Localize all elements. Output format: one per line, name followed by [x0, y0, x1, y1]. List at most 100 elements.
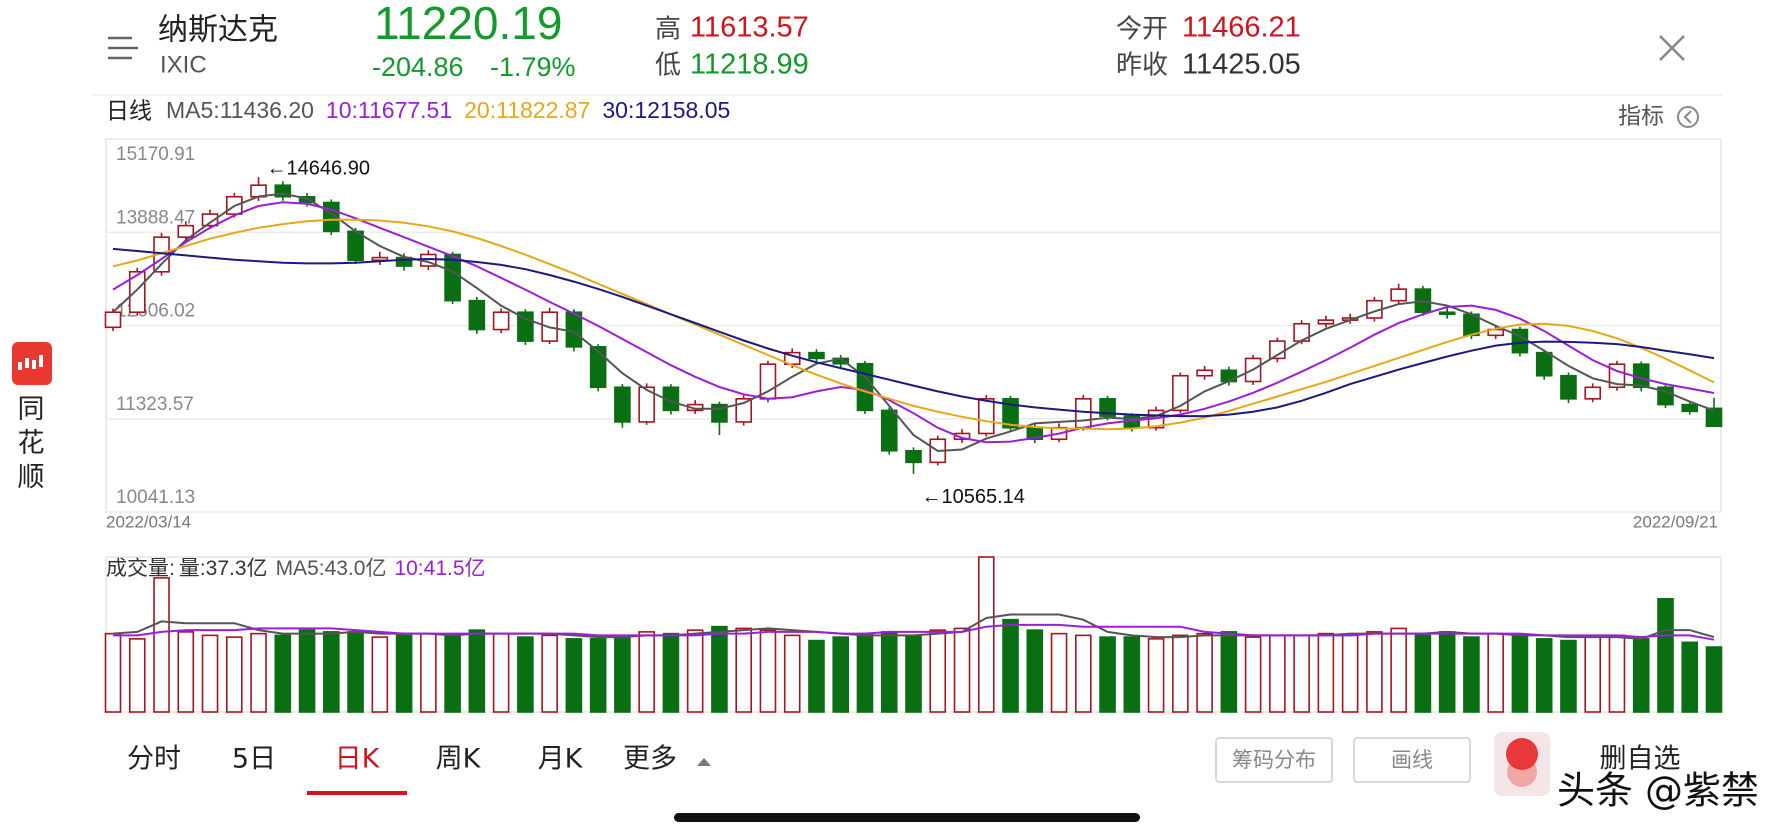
candle-body	[565, 311, 583, 348]
price: 11220.19	[374, 0, 562, 49]
volume-bar	[1341, 634, 1359, 713]
volume-bar	[274, 634, 292, 713]
candle-body	[1220, 369, 1238, 383]
candle-body	[880, 409, 898, 452]
volume-bar	[177, 631, 195, 713]
volume-ma-name: MA5:	[276, 557, 325, 580]
ma-line	[112, 613, 1715, 640]
watermark: 头条 @紫禁	[1557, 769, 1759, 813]
draw-button[interactable]	[1353, 737, 1471, 783]
volume-bar	[953, 627, 971, 713]
low: 11218.99	[690, 49, 809, 81]
volume-bar	[1147, 638, 1165, 713]
candle-body	[638, 386, 655, 423]
candle-body	[1099, 398, 1116, 417]
volume-bar	[541, 634, 558, 713]
volume-bar	[1560, 639, 1577, 713]
candle-body	[614, 386, 631, 423]
more-arrow	[697, 758, 711, 766]
candle-body	[1681, 403, 1699, 413]
volume-bar	[492, 632, 510, 713]
volume-bar	[1244, 636, 1262, 713]
candle-body	[128, 271, 146, 314]
tab[interactable]: 5日	[232, 744, 276, 775]
volume-ma-value: 43.0亿	[325, 557, 387, 580]
volume-bar	[225, 636, 243, 713]
volume-bar	[1172, 634, 1189, 713]
volume-bar	[1657, 597, 1674, 713]
volume-marks	[104, 556, 1723, 713]
ma-legend-value: 11822.87	[496, 97, 590, 123]
volume-bar	[298, 629, 316, 713]
tab[interactable]: 更多	[623, 744, 677, 775]
volume-bar	[201, 634, 219, 713]
prev-close: 11425.05	[1182, 49, 1301, 81]
chip-button[interactable]	[1215, 737, 1333, 783]
extreme-annotation: ←14646.90	[267, 157, 370, 179]
volume-bar	[1366, 631, 1383, 713]
tabs: 分时 5日 日K 周K 月K 更多	[127, 744, 711, 795]
tab[interactable]: 周K	[436, 744, 482, 775]
volume-bar	[880, 631, 898, 713]
candle-body	[274, 184, 292, 198]
volume-bar	[1002, 618, 1019, 713]
candle-body	[444, 253, 461, 302]
watch-dot[interactable]	[1506, 738, 1538, 770]
change: -204.86	[372, 52, 464, 82]
ma-line	[112, 247, 1715, 418]
volume-bar	[1123, 636, 1141, 713]
candle-body	[177, 224, 195, 238]
volume-bar	[420, 632, 437, 713]
app-name-char: 花	[18, 428, 45, 459]
ma-legend-name: 30:	[602, 97, 634, 123]
y-tick-label: 12606.02	[116, 301, 195, 322]
volume-bar	[808, 639, 825, 713]
y-tick-label: 13888.47	[116, 207, 195, 228]
candle-body	[1002, 398, 1019, 429]
volume-bar	[1269, 634, 1286, 713]
candle-body	[905, 449, 922, 464]
menu-icon[interactable]	[108, 36, 138, 60]
ma-legend-item: 30:12158.05	[602, 97, 730, 123]
close-button[interactable]	[1659, 35, 1685, 61]
volume-bar	[128, 638, 146, 713]
volume-bar	[856, 632, 874, 713]
volume-bar	[929, 629, 947, 713]
y-tick-label: 11323.57	[116, 394, 194, 415]
open-label: 今开	[1116, 15, 1168, 45]
ma-line	[112, 218, 1715, 431]
candle-body	[808, 351, 825, 360]
y-tick-label: 15170.91	[116, 144, 195, 165]
volume-bar	[1196, 632, 1213, 713]
indicator-button[interactable]: 指标	[1618, 104, 1664, 130]
volume-bar	[1317, 632, 1335, 713]
candle-body	[1438, 311, 1456, 316]
volume-bar	[977, 556, 995, 713]
tab[interactable]: 月K	[538, 744, 584, 775]
volume-bar	[468, 629, 486, 713]
candle-body	[589, 346, 607, 389]
volume-bar	[1535, 638, 1553, 713]
volume-bar	[1026, 629, 1044, 713]
indicator-icon[interactable]	[1677, 106, 1699, 128]
tab-underline	[307, 791, 407, 795]
volume-bar	[250, 632, 267, 713]
volume-bar	[517, 636, 534, 713]
candle-body	[1560, 374, 1577, 400]
candle-body	[1172, 374, 1189, 412]
chart-title: 日线	[106, 99, 152, 125]
volume-bar	[395, 634, 413, 713]
index-name: 纳斯达克	[158, 13, 278, 48]
tab[interactable]: 分时	[127, 744, 181, 775]
volume-bar	[1075, 634, 1092, 713]
candle-body	[1390, 288, 1407, 302]
candle-body	[371, 256, 389, 262]
index-code: IXIC	[160, 51, 207, 78]
watchlist-button[interactable]: 删自选	[1600, 744, 1681, 775]
tab[interactable]: 日K	[335, 744, 381, 775]
volume-legend-text: 成交量: 量:37.3亿 MA5:43.0亿 10:41.5亿	[106, 557, 486, 580]
ma-line	[112, 192, 1715, 453]
app-name: 同花顺	[18, 394, 45, 493]
prev-close-label: 昨收	[1116, 51, 1168, 81]
